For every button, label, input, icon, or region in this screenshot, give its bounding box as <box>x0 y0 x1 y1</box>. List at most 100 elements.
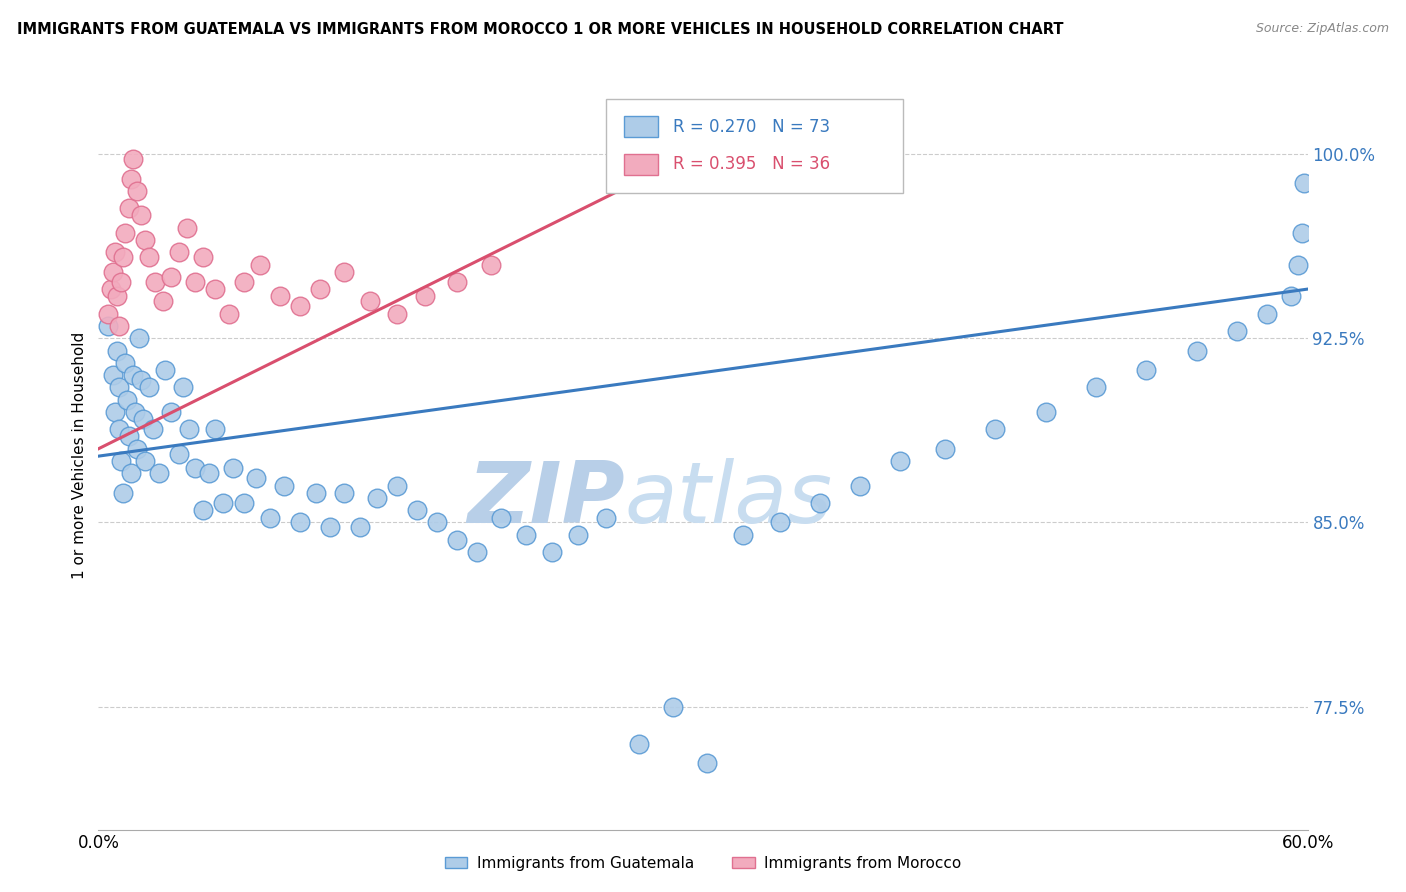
Point <box>103 245 125 260</box>
Point <box>481 258 503 272</box>
Point <box>446 533 468 547</box>
Point <box>160 269 183 284</box>
Text: Source: ZipAtlas.com: Source: ZipAtlas.com <box>1256 22 1389 36</box>
Point <box>446 275 468 289</box>
Point <box>129 208 152 222</box>
Point <box>134 233 156 247</box>
Point <box>849 478 872 492</box>
Text: R = 0.395   N = 36: R = 0.395 N = 36 <box>673 155 830 173</box>
Point <box>515 528 537 542</box>
Point <box>259 510 281 524</box>
Point <box>465 545 488 559</box>
Point <box>426 516 449 530</box>
Text: atlas: atlas <box>624 458 832 541</box>
Point <box>567 528 589 542</box>
Point <box>103 405 125 419</box>
Point <box>167 447 190 461</box>
Text: ZIP: ZIP <box>467 458 624 541</box>
Point <box>413 289 436 303</box>
Point <box>269 289 291 303</box>
Bar <box>624 116 658 137</box>
Point <box>172 380 194 394</box>
Point <box>288 516 311 530</box>
Point <box>1135 363 1157 377</box>
Point <box>110 275 132 289</box>
Point <box>97 318 120 333</box>
Point <box>176 220 198 235</box>
Point <box>128 331 150 345</box>
Point <box>1292 177 1315 191</box>
Point <box>111 486 134 500</box>
Point <box>1256 307 1278 321</box>
Point <box>222 461 245 475</box>
Bar <box>624 153 658 175</box>
Point <box>305 486 328 500</box>
Point <box>184 461 207 475</box>
Point <box>121 152 143 166</box>
Point <box>333 486 356 500</box>
Point <box>808 496 831 510</box>
Point <box>105 343 128 358</box>
Point <box>245 471 267 485</box>
Point <box>107 422 129 436</box>
Point <box>204 282 226 296</box>
Point <box>142 422 165 436</box>
Point <box>134 454 156 468</box>
Point <box>115 392 138 407</box>
Point <box>1281 289 1303 303</box>
Point <box>111 250 134 264</box>
Point <box>232 496 254 510</box>
Y-axis label: 1 or more Vehicles in Household: 1 or more Vehicles in Household <box>72 331 87 579</box>
Point <box>100 282 122 296</box>
Point <box>124 405 146 419</box>
Point <box>118 429 141 443</box>
Point <box>405 503 427 517</box>
Point <box>934 442 956 456</box>
Point <box>1185 343 1208 358</box>
Point <box>167 245 190 260</box>
Point <box>984 422 1007 436</box>
Point <box>107 380 129 394</box>
Point <box>319 520 342 534</box>
Point <box>129 373 152 387</box>
Point <box>120 467 142 481</box>
Point <box>101 368 124 382</box>
Point <box>491 510 513 524</box>
Point <box>153 363 176 377</box>
Point <box>97 307 120 321</box>
Point <box>385 478 408 492</box>
Point <box>366 491 388 505</box>
Point <box>661 699 683 714</box>
Point <box>125 442 148 456</box>
Point <box>193 250 215 264</box>
Point <box>1226 324 1249 338</box>
Point <box>138 250 160 264</box>
Point <box>179 422 201 436</box>
Point <box>152 294 174 309</box>
Point <box>120 171 142 186</box>
Point <box>333 265 356 279</box>
Point <box>1035 405 1057 419</box>
Text: R = 0.270   N = 73: R = 0.270 N = 73 <box>673 118 830 136</box>
Point <box>114 226 136 240</box>
Point <box>1085 380 1108 394</box>
Point <box>540 545 562 559</box>
Point <box>218 307 240 321</box>
Point <box>114 356 136 370</box>
Point <box>309 282 332 296</box>
Point <box>288 299 311 313</box>
Point <box>193 503 215 517</box>
Point <box>198 467 221 481</box>
Point <box>212 496 235 510</box>
Point <box>138 380 160 394</box>
Point <box>184 275 207 289</box>
Point <box>105 289 128 303</box>
Point <box>360 294 382 309</box>
Point <box>595 510 617 524</box>
Point <box>148 467 170 481</box>
Point <box>125 184 148 198</box>
Legend: Immigrants from Guatemala, Immigrants from Morocco: Immigrants from Guatemala, Immigrants fr… <box>439 850 967 877</box>
Point <box>121 368 143 382</box>
Point <box>118 201 141 215</box>
Point <box>768 516 790 530</box>
